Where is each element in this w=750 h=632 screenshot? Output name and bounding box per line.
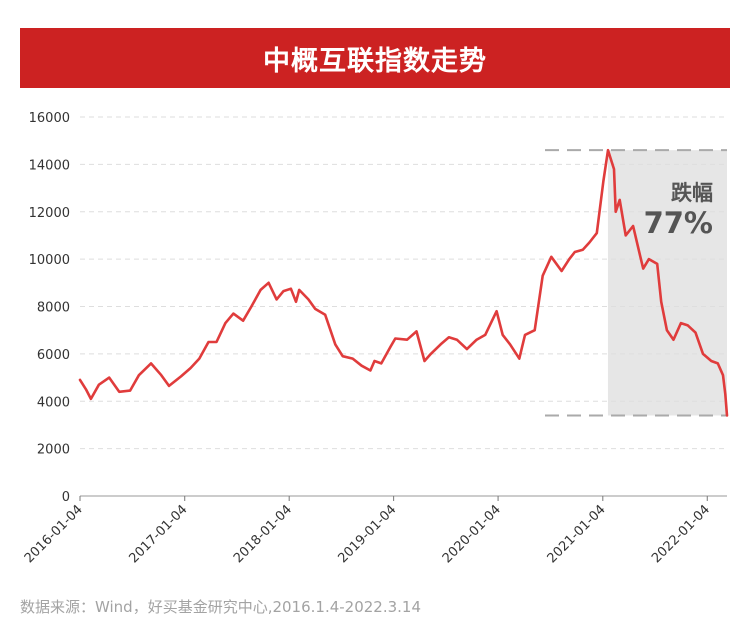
- drawdown-shade: [607, 150, 727, 416]
- x-tick-label: 2020-01-04: [440, 502, 504, 566]
- x-tick-label: 2022-01-04: [649, 502, 713, 566]
- chart-title: 中概互联指数走势: [263, 45, 487, 77]
- x-tick-label: 2016-01-04: [22, 502, 86, 566]
- x-tick-label: 2021-01-04: [545, 502, 609, 566]
- x-tick-label: 2017-01-04: [127, 502, 191, 566]
- source-note: 数据来源：Wind，好买基金研究中心,2016.1.4-2022.3.14: [20, 598, 422, 616]
- y-tick-label: 12000: [29, 206, 70, 221]
- y-tick-label: 6000: [37, 348, 70, 363]
- x-tick-label: 2018-01-04: [231, 502, 295, 566]
- y-tick-label: 16000: [29, 111, 70, 126]
- y-tick-label: 8000: [37, 301, 70, 316]
- y-tick-label: 0: [62, 490, 70, 505]
- y-tick-label: 14000: [29, 158, 70, 173]
- y-tick-label: 10000: [29, 253, 70, 268]
- y-tick-label: 2000: [37, 443, 70, 458]
- x-tick-label: 2019-01-04: [335, 502, 399, 566]
- drawdown-label: 跌幅: [671, 181, 713, 205]
- title-banner: 中概互联指数走势: [20, 28, 730, 88]
- index-series-line: [78, 148, 729, 417]
- drawdown-value: 77%: [644, 206, 713, 240]
- y-tick-label: 4000: [37, 395, 70, 410]
